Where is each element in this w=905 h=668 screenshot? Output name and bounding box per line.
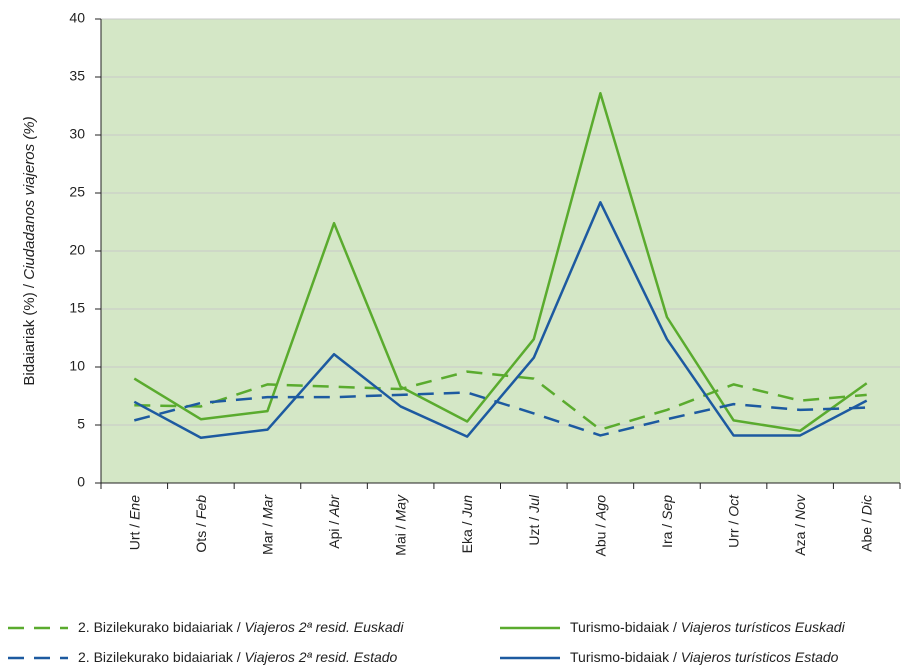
y-tick-label: 35 [69, 68, 85, 84]
x-tick-label: Uzt / Jul [525, 494, 541, 545]
y-tick-label: 30 [69, 126, 85, 142]
y-axis-label: Bidaiariak (%) / Ciudadanos viajeros (%) [21, 116, 38, 385]
x-tick-label: Api / Abr [326, 494, 342, 549]
y-tick-label: 40 [69, 10, 85, 26]
series-line [133, 201, 868, 440]
legend-label: Turismo-bidaiak / Viajeros turísticos Eu… [570, 619, 846, 635]
series-line [133, 91, 868, 433]
y-tick-label: 10 [69, 358, 85, 374]
x-tick-label: Eka / Jun [459, 495, 475, 554]
y-tick-label: 0 [77, 474, 85, 490]
x-tick-label: Mar / Mar [259, 494, 275, 555]
series-line [134, 370, 867, 431]
series-line [133, 391, 867, 437]
legend-label: Turismo-bidaiak / Viajeros turísticos Es… [570, 649, 839, 665]
x-tick-label: Mai / May [392, 494, 408, 556]
x-tick-label: Urt / Ene [126, 495, 142, 550]
x-tick-label: Ira / Sep [659, 495, 675, 548]
x-tick-label: Aza / Nov [792, 494, 808, 556]
legend-label: 2. Bizilekurako bidaiariak / Viajeros 2ª… [78, 619, 404, 635]
y-tick-label: 25 [69, 184, 85, 200]
y-tick-label: 20 [69, 242, 85, 258]
x-tick-label: Urr / Oct [725, 494, 741, 548]
x-tick-label: Abu / Ago [592, 495, 608, 557]
y-tick-label: 5 [77, 416, 85, 432]
legend-label: 2. Bizilekurako bidaiariak / Viajeros 2ª… [78, 649, 398, 665]
y-tick-label: 15 [69, 300, 85, 316]
x-tick-label: Ots / Feb [193, 495, 209, 553]
x-tick-label: Abe / Dic [858, 495, 874, 552]
